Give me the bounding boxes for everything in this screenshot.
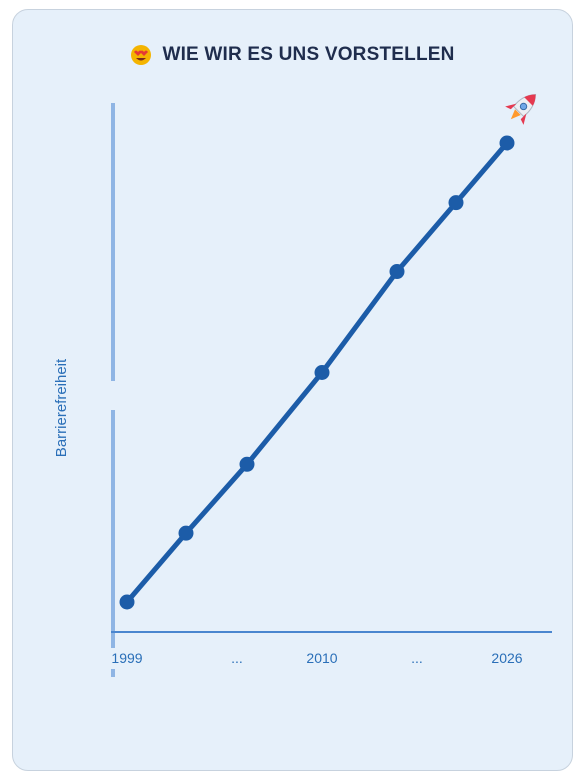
data-point-4 (389, 264, 405, 280)
x-tick-label: 2026 (491, 650, 522, 666)
x-tick-label: 2010 (306, 650, 337, 666)
x-tick-label: 1999 (111, 650, 142, 666)
y-axis-label: Barrierefreiheit (53, 358, 70, 457)
x-tick-label: ... (411, 650, 423, 666)
data-point-0 (119, 594, 135, 610)
chart-header: WIE WIR ES UNS VORSTELLEN (13, 44, 572, 66)
data-point-1 (178, 525, 194, 541)
data-point-6 (499, 135, 515, 151)
data-point-3 (314, 365, 330, 380)
chart-card: WIE WIR ES UNS VORSTELLEN (12, 9, 573, 771)
chart-title: WIE WIR ES UNS VORSTELLEN (162, 44, 455, 65)
heart-eyes-face-icon (131, 45, 152, 65)
data-point-2 (239, 456, 255, 472)
rocket-icon (505, 93, 537, 125)
x-tick-label: ... (231, 650, 243, 666)
data-point-5 (448, 195, 464, 211)
